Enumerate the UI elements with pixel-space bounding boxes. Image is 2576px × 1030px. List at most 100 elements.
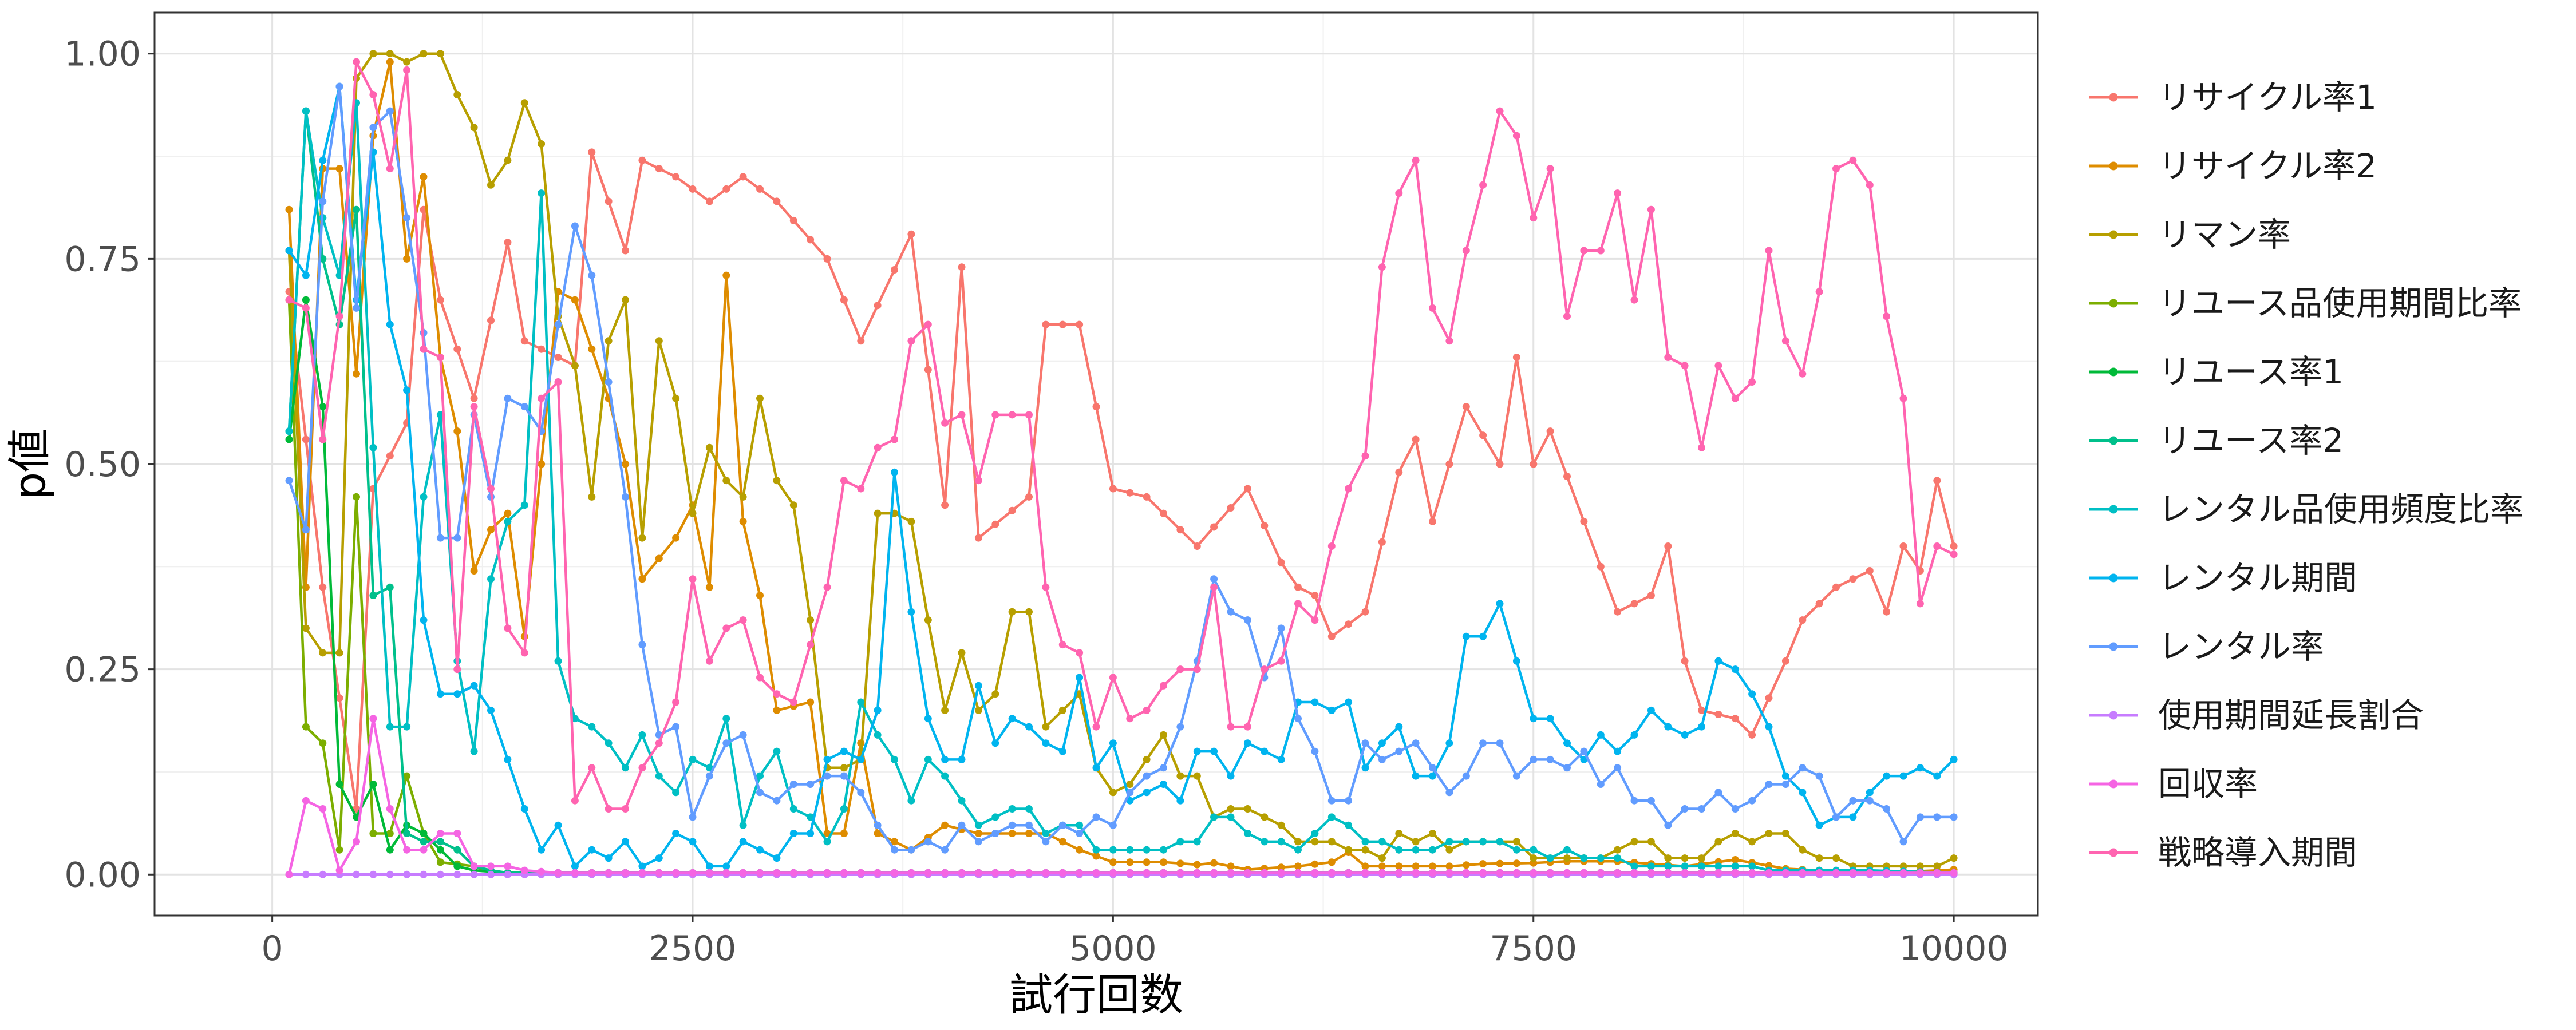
series-2-point xyxy=(1160,858,1167,866)
series-7-point xyxy=(504,517,512,525)
legend-item: リサイクル率2 xyxy=(2089,146,2377,185)
series-10-point xyxy=(470,870,478,878)
series-12-point xyxy=(285,296,293,304)
series-9-point xyxy=(1614,764,1622,772)
series-3-point xyxy=(436,50,444,58)
series-9-point xyxy=(1361,739,1369,747)
series-7-point xyxy=(1261,838,1269,846)
series-3-point xyxy=(991,690,999,698)
series-3-point xyxy=(1042,723,1050,731)
series-11-point xyxy=(1748,869,1756,877)
series-3-point xyxy=(1614,846,1622,854)
series-11-point xyxy=(823,869,831,877)
series-8-point xyxy=(1008,715,1016,723)
series-3-point xyxy=(1008,608,1016,616)
series-7-point xyxy=(520,501,528,509)
series-2-point xyxy=(1025,830,1033,837)
series-9-point xyxy=(1647,797,1655,805)
series-7-point xyxy=(1681,862,1689,870)
series-8-point xyxy=(1429,772,1436,780)
series-9-point xyxy=(1781,781,1789,788)
series-8-point xyxy=(1227,772,1235,780)
series-7-point xyxy=(1580,854,1588,862)
series-11-point xyxy=(1008,869,1016,877)
series-8-point xyxy=(403,386,411,394)
series-1-point xyxy=(470,394,478,402)
series-8-point xyxy=(1042,739,1050,747)
series-12-point xyxy=(1311,616,1319,624)
series-10-point xyxy=(403,870,411,878)
series-12-point xyxy=(1058,641,1066,649)
legend-key-point xyxy=(2109,230,2118,239)
series-2-point xyxy=(974,830,982,837)
series-1-point xyxy=(705,197,713,205)
series-7-point xyxy=(1294,846,1302,854)
series-2-point xyxy=(1429,862,1436,870)
series-1-point xyxy=(1008,506,1016,514)
series-9-point xyxy=(353,304,360,312)
series-3-point xyxy=(1799,846,1807,854)
series-11-point xyxy=(1243,869,1251,877)
series-9-point xyxy=(1664,821,1672,829)
series-11-point xyxy=(705,869,713,877)
series-6-point xyxy=(420,838,428,846)
series-12-point xyxy=(1076,649,1084,657)
legend-label: リユース品使用期間比率 xyxy=(2158,284,2522,323)
series-3-point xyxy=(672,394,680,402)
series-12-point xyxy=(353,58,360,66)
series-9-point xyxy=(1109,821,1117,829)
series-8-point xyxy=(1261,747,1269,755)
legend-key-point xyxy=(2109,779,2118,789)
series-1-point xyxy=(840,296,848,304)
series-11-point xyxy=(924,869,932,877)
series-7-point xyxy=(941,772,949,780)
series-8-point xyxy=(974,682,982,690)
series-11-point xyxy=(1664,869,1672,877)
y-tick-label: 0.25 xyxy=(64,650,141,690)
series-11-point xyxy=(1698,869,1705,877)
series-9-point xyxy=(1496,739,1504,747)
series-7-point xyxy=(1042,830,1050,837)
y-tick-label: 1.00 xyxy=(64,34,141,74)
series-3-point xyxy=(941,706,949,714)
series-12-point xyxy=(1512,132,1520,140)
series-9-point xyxy=(857,789,865,797)
series-1-point xyxy=(1614,608,1622,616)
series-7-point xyxy=(1462,838,1470,846)
series-7-point xyxy=(1378,838,1386,846)
legend-item: リマン率 xyxy=(2089,215,2291,254)
series-2-point xyxy=(655,554,663,562)
series-8-point xyxy=(1647,706,1655,714)
series-12-point xyxy=(924,320,932,328)
series-1-point xyxy=(1058,320,1066,328)
series-7-point xyxy=(823,838,831,846)
series-12-point xyxy=(672,698,680,706)
legend-item: 戦略導入期間 xyxy=(2089,833,2357,872)
series-2-point xyxy=(588,345,596,353)
series-8-point xyxy=(907,608,915,616)
series-12-point xyxy=(1530,214,1538,222)
series-11-point xyxy=(605,869,613,877)
series-1-point xyxy=(1042,320,1050,328)
series-9-point xyxy=(1799,764,1807,772)
series-2-point xyxy=(285,205,293,213)
series-9-point xyxy=(1345,797,1353,805)
series-11-point xyxy=(1916,869,1924,877)
series-1-point xyxy=(554,354,562,361)
series-7-point xyxy=(689,755,697,763)
series-2-point xyxy=(840,830,848,837)
series-11-point xyxy=(739,869,747,877)
series-3-point xyxy=(1647,838,1655,846)
series-4-point xyxy=(335,846,343,854)
series-11-point xyxy=(958,869,966,877)
series-9-point xyxy=(1731,805,1739,813)
series-11 xyxy=(285,715,1958,878)
series-7-point xyxy=(1731,862,1739,870)
series-9-point xyxy=(1630,797,1638,805)
series-12-point xyxy=(1243,723,1251,731)
series-7-point xyxy=(1076,821,1084,829)
series-12-point xyxy=(1563,312,1571,320)
series-3-point xyxy=(840,764,848,772)
series-3-point xyxy=(773,477,781,485)
series-2-point xyxy=(891,838,898,846)
